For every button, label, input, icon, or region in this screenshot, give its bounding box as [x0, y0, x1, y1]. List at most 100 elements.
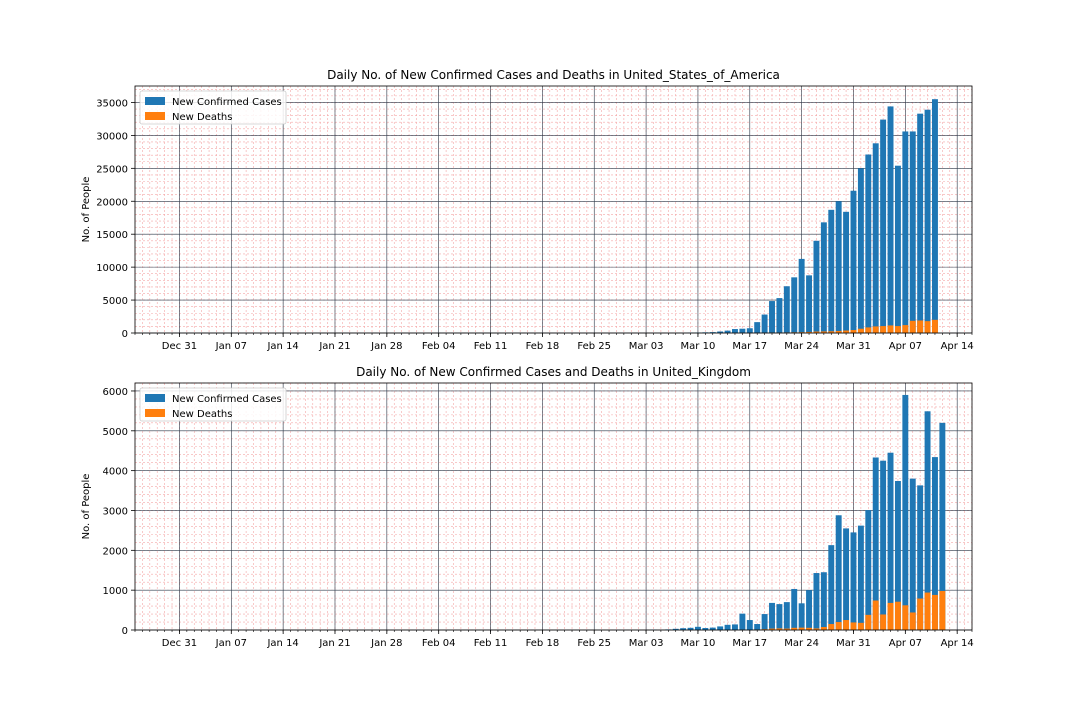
bar: [717, 331, 724, 333]
x-tick-label: Feb 11: [474, 341, 508, 352]
legend-label: New Deaths: [172, 409, 232, 420]
y-tick-label: 0: [122, 329, 128, 340]
bar: [724, 624, 731, 630]
legend-swatch: [145, 394, 165, 402]
bar: [806, 331, 813, 333]
bar: [917, 485, 924, 630]
x-tick-label: Mar 17: [732, 341, 767, 352]
bar: [709, 627, 716, 630]
bar: [672, 628, 679, 630]
series-confirmed-cases: [650, 394, 946, 630]
bar: [909, 612, 916, 630]
bar: [717, 626, 724, 630]
bar: [806, 590, 813, 630]
bar: [932, 594, 938, 630]
x-tick-label: Jan 14: [266, 638, 298, 649]
x-tick-label: Mar 17: [732, 638, 767, 649]
y-tick-label: 3000: [103, 506, 128, 517]
x-tick-label: Dec 31: [162, 341, 197, 352]
bar: [894, 601, 901, 630]
y-tick-label: 5000: [103, 427, 128, 438]
bar: [939, 590, 946, 630]
x-tick-label: Apr 14: [941, 341, 974, 352]
bar: [820, 572, 827, 630]
x-tick-label: Feb 04: [422, 638, 456, 649]
y-tick-label: 2000: [103, 546, 128, 557]
bar: [894, 165, 901, 333]
bar: [850, 190, 857, 333]
x-tick-label: Mar 24: [784, 638, 819, 649]
x-tick-label: Feb 18: [526, 638, 560, 649]
uk-chart-panel: Dec 31 Jan 07 Jan 14 Jan 21 Jan 28 Feb 04 Feb …: [81, 365, 974, 649]
legend-label: New Deaths: [172, 112, 232, 123]
x-tick-label: Apr 07: [889, 341, 922, 352]
bar: [776, 628, 783, 630]
bar: [843, 620, 850, 630]
x-tick-label: Jan 28: [370, 341, 402, 352]
bar: [739, 328, 746, 333]
x-tick-label: Mar 10: [681, 638, 716, 649]
x-tick-label: Jan 21: [318, 341, 350, 352]
y-tick-label: 6000: [103, 387, 128, 398]
bar: [806, 275, 813, 333]
bar: [850, 622, 857, 630]
bar: [887, 452, 894, 630]
bar: [887, 602, 894, 630]
bar: [843, 211, 850, 333]
y-tick-label: 1000: [103, 586, 128, 597]
bar: [813, 628, 820, 630]
bar: [798, 627, 805, 630]
legend-box: [139, 90, 287, 125]
bar: [776, 604, 783, 630]
bar: [850, 330, 857, 333]
bar: [783, 286, 790, 333]
bar: [902, 131, 909, 333]
bar: [887, 106, 894, 333]
bar: [894, 481, 901, 630]
y-tick-label: 0: [122, 626, 128, 637]
bar: [872, 457, 879, 630]
axes-frame: [134, 382, 973, 631]
bar: [813, 331, 820, 333]
bar: [872, 143, 879, 333]
x-tick-label: Jan 07: [215, 638, 247, 649]
x-tick-label: Apr 14: [941, 638, 974, 649]
x-tick-label: Mar 31: [836, 638, 871, 649]
y-axis-label: No. of People: [81, 474, 92, 540]
bar: [917, 113, 924, 333]
bar: [776, 298, 783, 333]
bar: [694, 626, 701, 630]
series-deaths: [739, 590, 946, 630]
bar: [687, 627, 694, 630]
bar: [932, 457, 938, 630]
bar: [924, 592, 931, 630]
bar: [902, 605, 909, 630]
bar: [843, 528, 850, 630]
x-tick-label: Feb 04: [422, 341, 456, 352]
y-tick-label: 5000: [103, 296, 128, 307]
bar: [828, 545, 835, 630]
y-tick-label: 10000: [96, 263, 128, 274]
chart-title: Daily No. of New Confirmed Cases and Dea…: [356, 365, 751, 379]
x-tick-label: Mar 10: [681, 341, 716, 352]
legend-label: New Confirmed Cases: [172, 394, 282, 405]
bar: [828, 331, 835, 333]
bar: [769, 301, 775, 333]
bar: [880, 614, 887, 630]
bar: [806, 627, 813, 630]
legend-swatch: [145, 97, 165, 105]
x-tick-label: Feb 25: [577, 638, 611, 649]
legend: New Confirmed Cases New Deaths: [139, 90, 287, 125]
bar: [709, 332, 716, 333]
x-axis: Dec 31 Jan 07 Jan 14 Jan 21 Jan 28 Feb 04 Feb …: [134, 630, 974, 649]
bar: [835, 515, 842, 630]
bar: [880, 460, 887, 630]
bar: [932, 319, 938, 333]
bar: [746, 620, 753, 630]
bar: [761, 614, 768, 630]
bar: [924, 321, 931, 333]
bar: [909, 478, 916, 630]
bar: [769, 602, 775, 630]
bar: [791, 627, 798, 630]
x-tick-label: Jan 07: [215, 341, 247, 352]
